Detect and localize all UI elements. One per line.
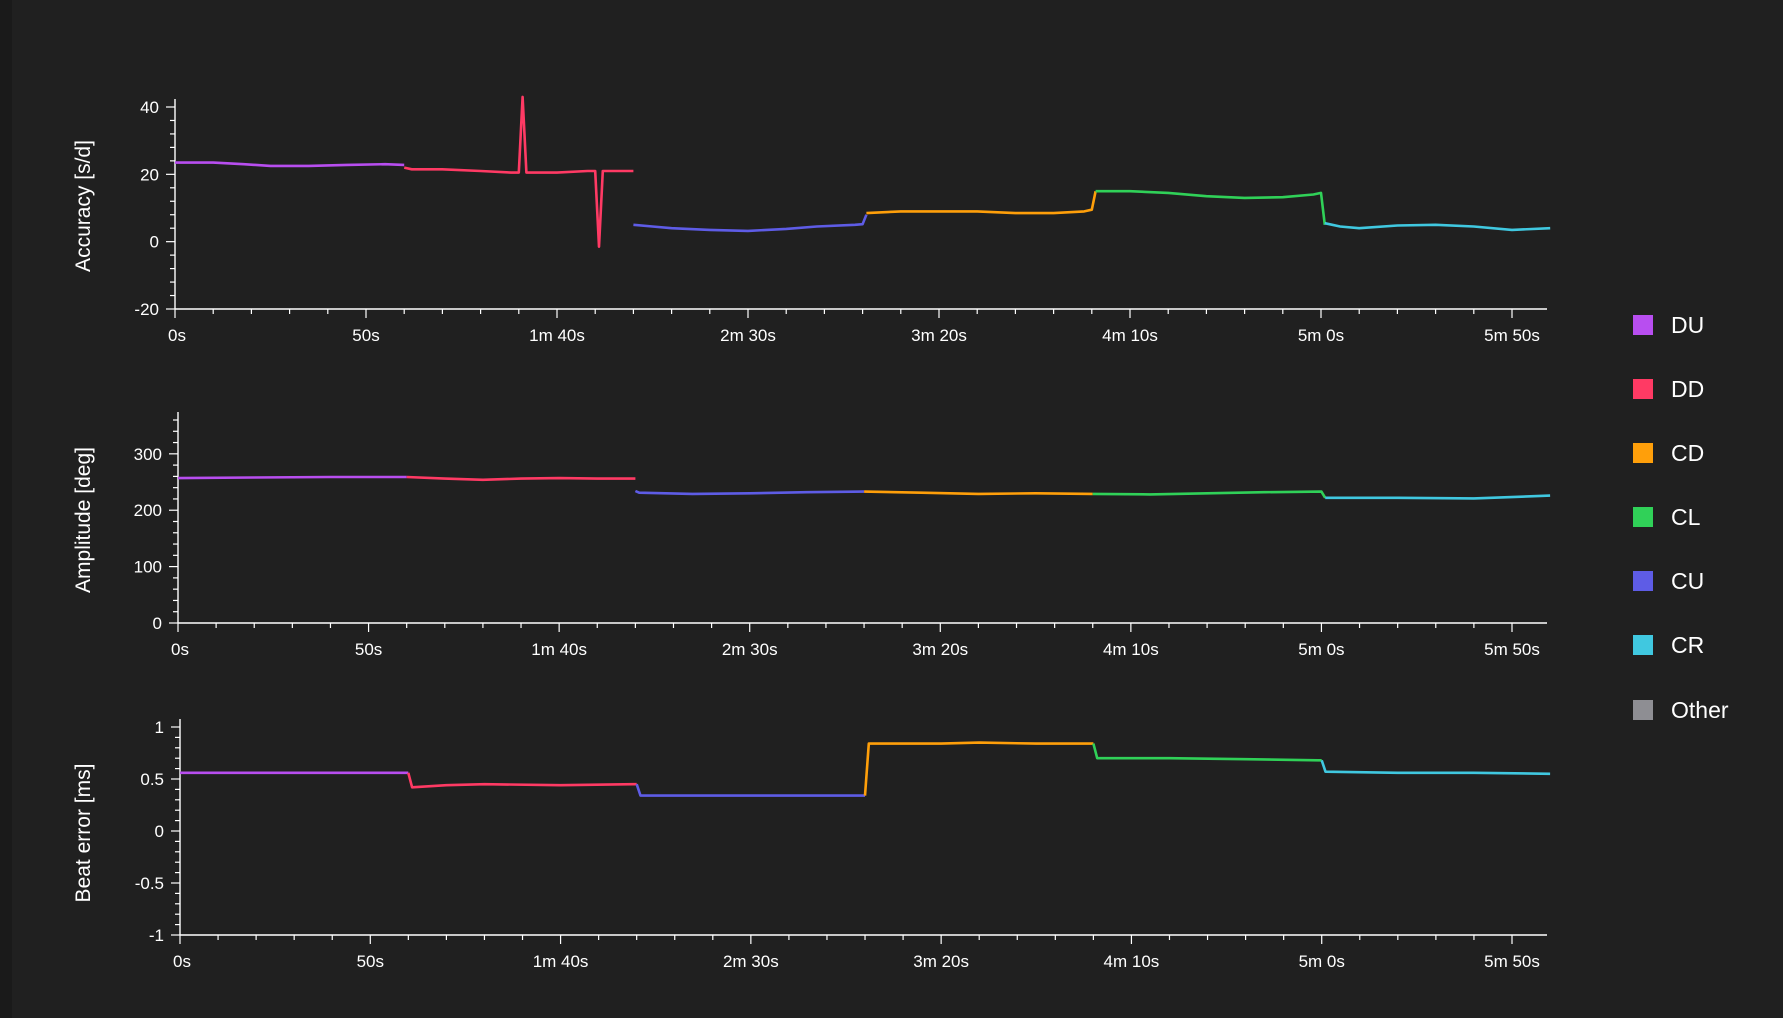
chart-panel-3: 0s 50s 1m 40s 2m 30s 3m 20s 4m 10s 5m 0s 5m 50s… [72, 718, 1551, 971]
legend-swatch-cl [1633, 507, 1653, 527]
legend-swatch-du [1633, 315, 1653, 335]
chart-panel-1: 0s 50s 1m 40s 2m 30s 3m 20s 4m 10s 5m 0s 5m 50s… [72, 95, 1551, 345]
y-tick-label: -20 [134, 300, 159, 319]
legend-swatch-other [1633, 700, 1653, 720]
series-line-cu [633, 214, 868, 233]
series-line-cr [1325, 494, 1551, 500]
x-tick-label: 2m 30s [723, 952, 779, 971]
series-line-cr [1320, 759, 1551, 776]
x-tick-label: 4m 10s [1103, 640, 1159, 659]
x-tick-label: 5m 0s [1298, 640, 1344, 659]
x-tick-label: 50s [352, 326, 379, 345]
x-tick-label: 5m 0s [1298, 326, 1344, 345]
window-left-edge [0, 0, 12, 1018]
y-axis-label: Beat error [ms] [72, 764, 95, 903]
x-tick-label: 4m 10s [1102, 326, 1158, 345]
series-line-cl [1092, 490, 1327, 499]
x-tick-label: 3m 20s [913, 952, 969, 971]
legend-label-cu: CU [1671, 567, 1705, 594]
x-tick-label: 0s [173, 952, 191, 971]
legend-swatch-cu [1633, 571, 1653, 591]
legend-swatch-dd [1633, 379, 1653, 399]
y-tick-label: -1 [149, 926, 164, 945]
series-line-cl [1092, 743, 1322, 762]
chart-panel-2: 0s 50s 1m 40s 2m 30s 3m 20s 4m 10s 5m 0s 5m 50s… [72, 412, 1551, 659]
legend-label-other: Other [1671, 696, 1729, 723]
series-line-du [175, 161, 405, 168]
y-tick-label: 300 [134, 445, 162, 464]
y-tick-label: 20 [140, 165, 159, 184]
x-tick-label: 5m 50s [1484, 952, 1540, 971]
x-tick-label: 4m 10s [1104, 952, 1160, 971]
series-line-du [177, 475, 407, 480]
legend-swatch-cd [1633, 443, 1653, 463]
series-line-cu [634, 489, 865, 496]
legend-item-other[interactable]: Other [1633, 695, 1729, 725]
legend-item-cu[interactable]: CU [1633, 566, 1704, 596]
x-tick-label: 5m 50s [1484, 326, 1540, 345]
series-line-dd [403, 95, 634, 248]
series-line-cd [866, 190, 1097, 215]
legend-item-du[interactable]: DU [1633, 310, 1704, 340]
x-tick-label: 2m 30s [720, 326, 776, 345]
series-line-dd [407, 772, 637, 789]
y-tick-label: -0.5 [135, 874, 164, 893]
legend-item-dd[interactable]: DD [1633, 374, 1704, 404]
y-tick-label: 200 [134, 501, 162, 520]
y-axis-label: Accuracy [s/d] [72, 140, 95, 272]
x-tick-label: 1m 40s [533, 952, 589, 971]
x-tick-label: 3m 20s [912, 640, 968, 659]
x-tick-label: 50s [355, 640, 382, 659]
y-axis-label: Amplitude [deg] [72, 447, 95, 593]
series-line-cu [635, 783, 865, 797]
y-tick-label: 0 [153, 614, 162, 633]
x-tick-label: 5m 0s [1299, 952, 1345, 971]
y-tick-label: 0 [155, 822, 164, 841]
legend-label-cd: CD [1671, 439, 1705, 466]
y-tick-label: 0 [150, 233, 159, 252]
x-tick-label: 1m 40s [529, 326, 585, 345]
series-line-cd [863, 741, 1094, 796]
x-tick-label: 5m 50s [1484, 640, 1540, 659]
legend-item-cr[interactable]: CR [1633, 630, 1704, 660]
series-line-cd [864, 490, 1093, 496]
x-tick-label: 2m 30s [722, 640, 778, 659]
legend-label-cl: CL [1671, 503, 1701, 530]
legend-item-cd[interactable]: CD [1633, 438, 1704, 468]
y-tick-label: 40 [140, 98, 159, 117]
legend-label-cr: CR [1671, 631, 1705, 658]
legend-swatch-cr [1633, 635, 1653, 655]
y-tick-label: 100 [134, 558, 162, 577]
x-tick-label: 3m 20s [911, 326, 967, 345]
legend-item-cl[interactable]: CL [1633, 502, 1700, 532]
series-line-cr [1324, 221, 1551, 232]
x-tick-label: 0s [168, 326, 186, 345]
series-line-dd [406, 475, 636, 482]
y-tick-label: 0.5 [140, 770, 164, 789]
y-tick-label: 1 [155, 718, 164, 737]
x-tick-label: 0s [171, 640, 189, 659]
series-line-cl [1095, 189, 1327, 225]
x-tick-label: 1m 40s [531, 640, 587, 659]
legend-label-du: DU [1671, 311, 1705, 338]
legend-label-dd: DD [1671, 375, 1705, 402]
x-tick-label: 50s [357, 952, 384, 971]
